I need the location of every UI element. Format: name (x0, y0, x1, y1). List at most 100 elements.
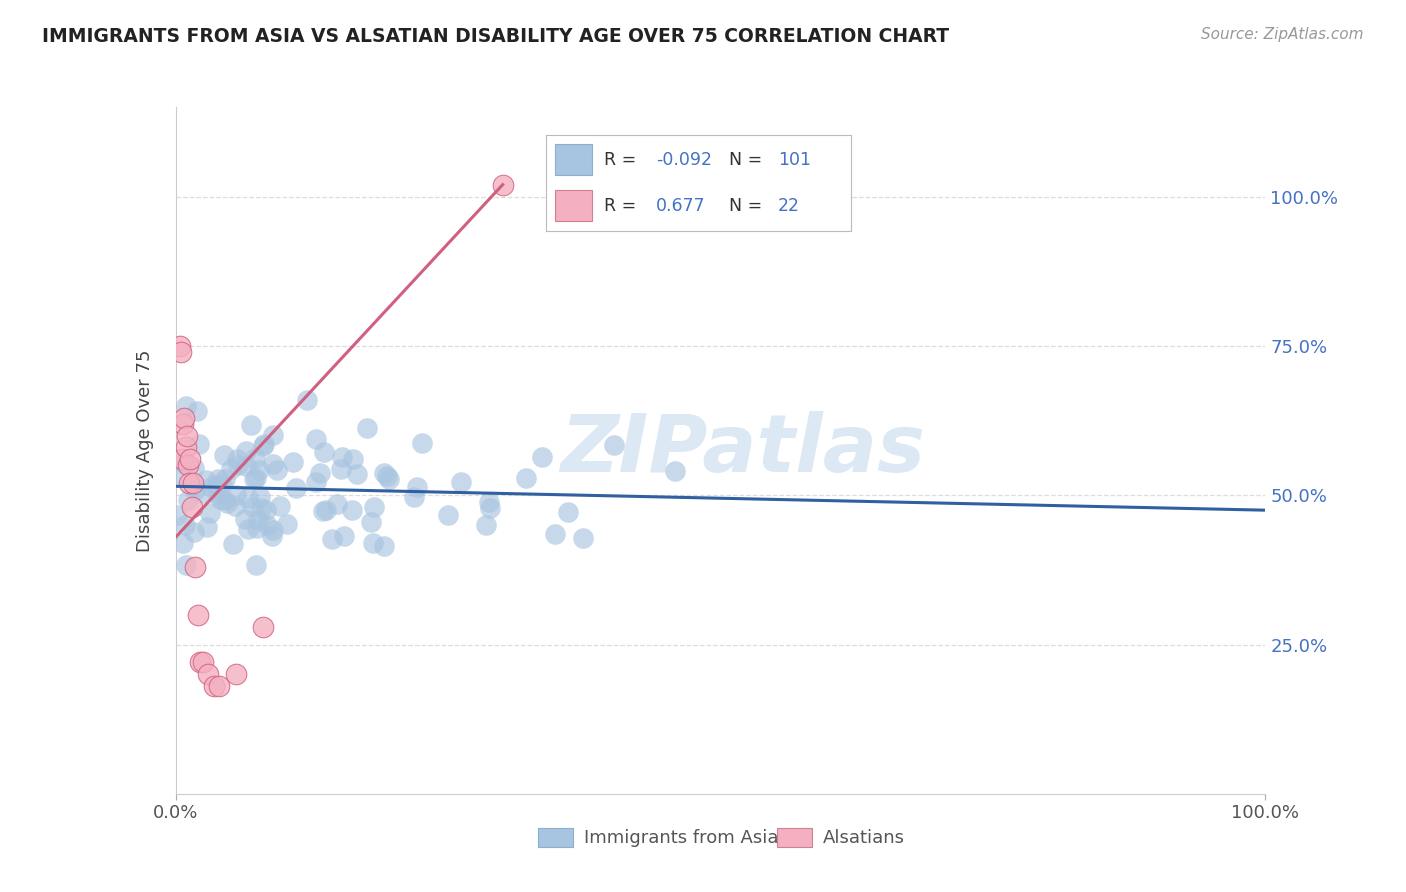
Point (225, 452, 247, 467)
Point (544, 527, 567, 541)
Point (309, 467, 332, 481)
Text: N =: N = (730, 151, 762, 169)
Point (356, 421, 378, 435)
Point (330, 450, 353, 465)
Point (346, 467, 368, 482)
Point (173, 518, 195, 533)
Point (492, 178, 515, 192)
Point (188, 437, 211, 451)
Point (253, 436, 276, 450)
Point (479, 501, 502, 516)
Point (305, 475, 328, 489)
Point (172, 536, 194, 550)
Point (405, 480, 427, 494)
Point (191, 656, 214, 670)
Point (266, 463, 288, 477)
Point (166, 508, 188, 522)
Point (474, 517, 496, 532)
Bar (555, 190, 592, 221)
Point (361, 536, 384, 550)
Bar (555, 145, 592, 175)
Point (373, 539, 395, 553)
Text: -0.092: -0.092 (657, 151, 711, 169)
Point (247, 513, 270, 527)
Point (252, 620, 274, 634)
Text: 101: 101 (778, 151, 811, 169)
Point (172, 452, 194, 467)
Point (249, 501, 271, 516)
Text: Alsatians: Alsatians (824, 829, 905, 847)
Point (243, 472, 266, 486)
Point (530, 450, 553, 464)
Point (411, 436, 433, 450)
Point (174, 399, 197, 413)
Point (167, 467, 190, 481)
Point (326, 497, 349, 511)
Point (235, 458, 257, 473)
Point (215, 496, 238, 510)
Point (329, 462, 352, 476)
Point (169, 339, 191, 353)
Point (312, 504, 335, 518)
Point (186, 404, 208, 418)
Point (243, 450, 266, 465)
Point (245, 558, 267, 572)
Point (252, 439, 274, 453)
Point (236, 522, 259, 536)
Point (184, 483, 207, 497)
Point (202, 679, 225, 693)
Point (297, 392, 319, 407)
Point (360, 515, 382, 529)
Point (225, 667, 247, 681)
Point (170, 454, 193, 468)
Point (262, 428, 284, 442)
Point (242, 500, 264, 515)
Point (246, 521, 269, 535)
Point (664, 464, 686, 478)
Point (478, 495, 501, 509)
Point (245, 471, 267, 485)
Text: R =: R = (605, 151, 637, 169)
Y-axis label: Disability Age Over 75: Disability Age Over 75 (136, 349, 155, 552)
Point (363, 500, 385, 515)
Point (179, 452, 201, 467)
Point (211, 477, 233, 491)
Point (262, 457, 284, 471)
Point (212, 492, 235, 507)
Point (557, 505, 579, 519)
Text: 0.677: 0.677 (657, 196, 706, 215)
Point (342, 503, 364, 517)
Point (315, 503, 337, 517)
Point (200, 480, 222, 494)
Point (194, 473, 217, 487)
Point (195, 520, 218, 534)
Point (183, 524, 205, 539)
Point (224, 499, 246, 513)
Point (375, 468, 398, 483)
Point (342, 452, 364, 467)
Point (402, 491, 425, 505)
Point (321, 533, 343, 547)
Point (235, 443, 257, 458)
Point (284, 481, 307, 495)
Point (254, 503, 277, 517)
Point (221, 537, 243, 551)
Point (177, 458, 200, 473)
Text: Immigrants from Asia: Immigrants from Asia (585, 829, 779, 847)
Point (207, 472, 229, 486)
Point (188, 656, 211, 670)
Point (209, 491, 232, 506)
Point (177, 492, 200, 507)
Text: R =: R = (605, 196, 637, 215)
Point (205, 478, 228, 492)
Point (247, 463, 270, 477)
Point (377, 471, 399, 485)
Point (450, 475, 472, 490)
Point (238, 491, 260, 506)
Point (571, 531, 593, 545)
Text: Source: ZipAtlas.com: Source: ZipAtlas.com (1201, 27, 1364, 42)
Point (283, 455, 305, 469)
Point (240, 417, 263, 432)
Point (262, 523, 284, 537)
Point (174, 458, 197, 472)
